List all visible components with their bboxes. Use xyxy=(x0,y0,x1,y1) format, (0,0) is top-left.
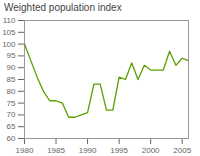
svg-text:85: 85 xyxy=(7,75,16,84)
html-text:Weighted population index: Weighted population index xyxy=(4,2,122,13)
svg-text:65: 65 xyxy=(7,122,16,131)
svg-text:2000: 2000 xyxy=(142,146,160,155)
svg-text:80: 80 xyxy=(7,87,16,96)
svg-text:95: 95 xyxy=(7,51,16,60)
svg-text:110: 110 xyxy=(3,16,16,25)
svg-text:2005: 2005 xyxy=(173,146,191,155)
svg-text:105: 105 xyxy=(2,28,16,37)
svg-text:1990: 1990 xyxy=(79,146,97,155)
svg-text:1980: 1980 xyxy=(16,146,34,155)
svg-text:75: 75 xyxy=(7,99,16,108)
svg-text:70: 70 xyxy=(7,110,16,119)
svg-text:100: 100 xyxy=(2,40,16,49)
svg-text:90: 90 xyxy=(7,63,16,72)
svg-text:1995: 1995 xyxy=(110,146,128,155)
svg-text:1985: 1985 xyxy=(47,146,65,155)
svg-text:60: 60 xyxy=(7,134,16,143)
